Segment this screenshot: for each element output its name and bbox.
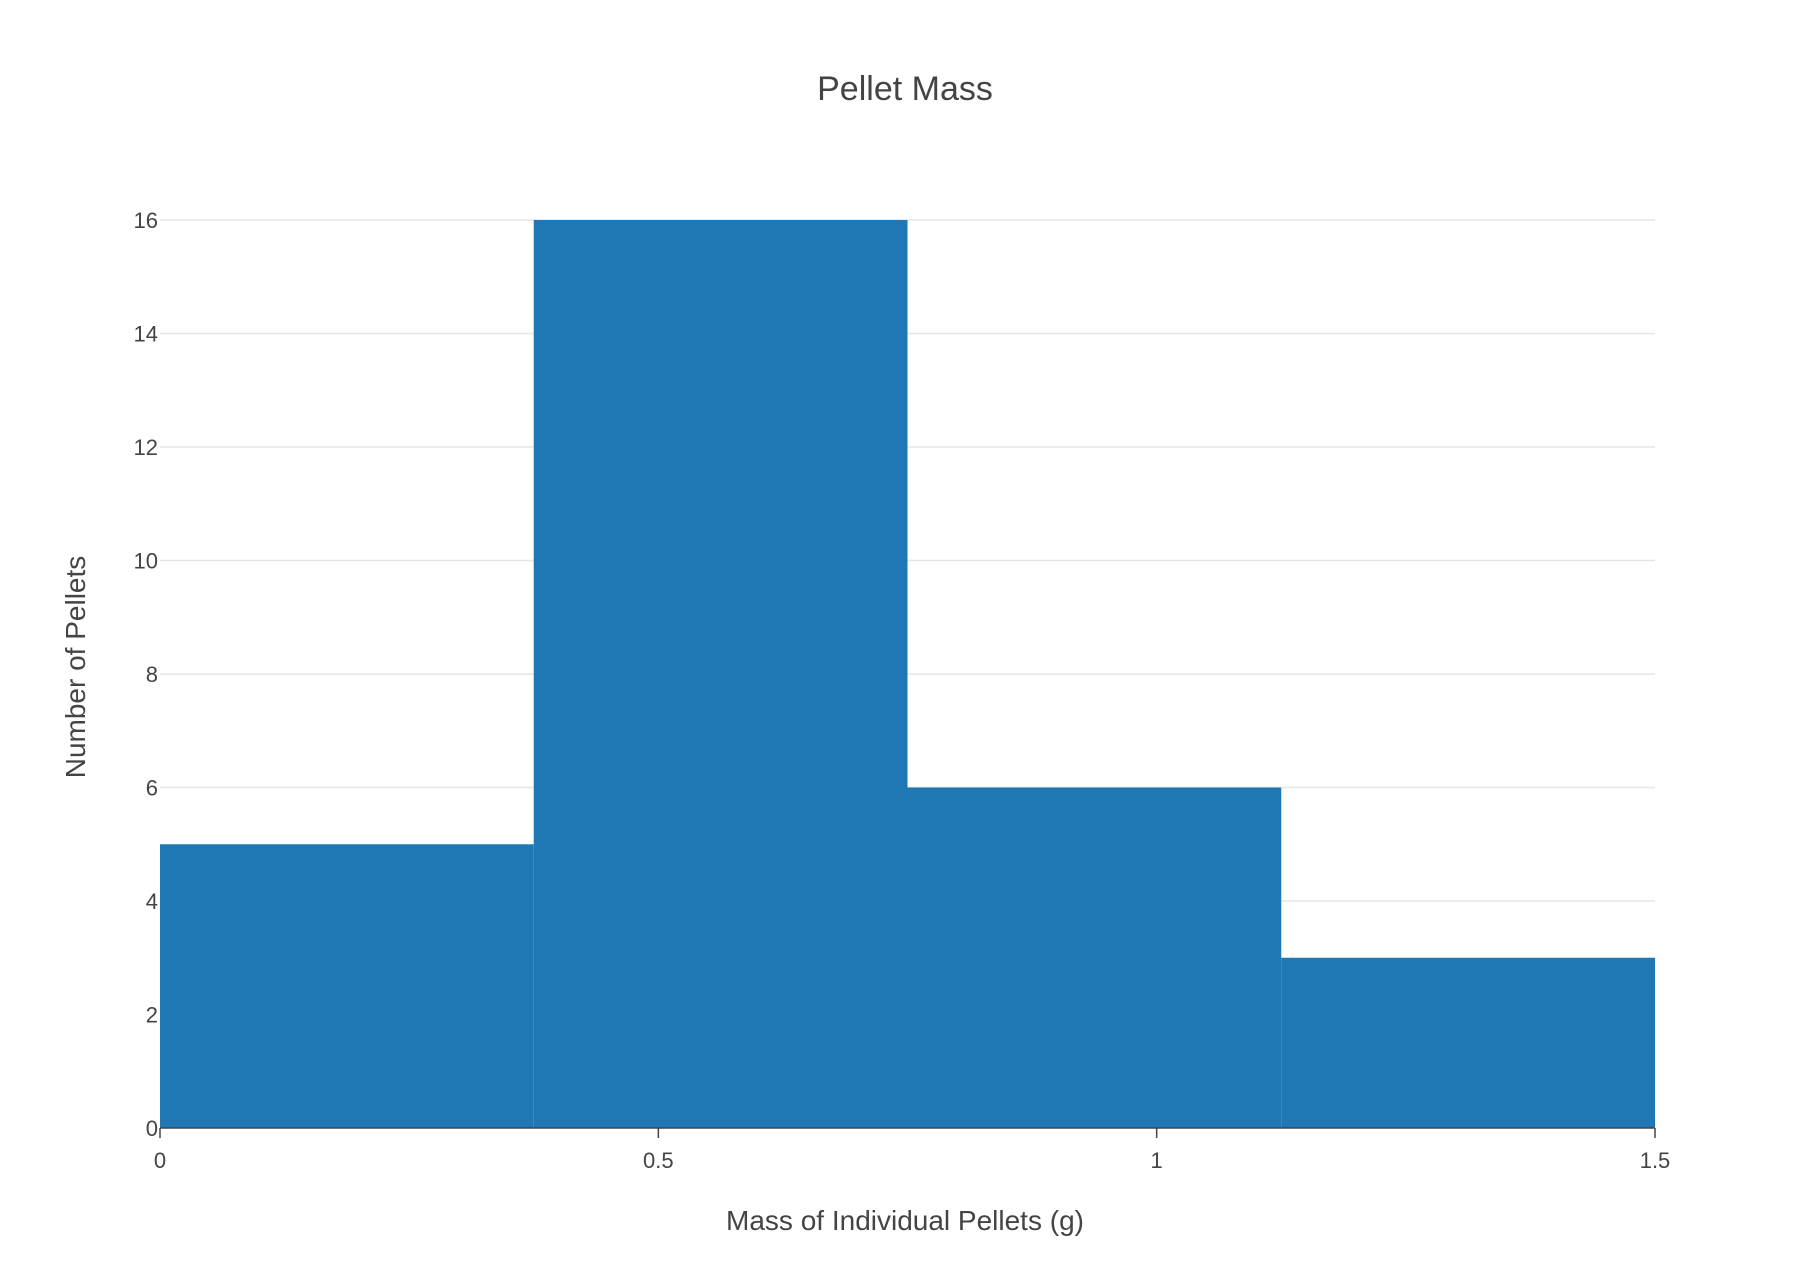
- y-tick-label: 16: [134, 208, 158, 233]
- x-tick-label: 1.5: [1640, 1148, 1671, 1173]
- x-tick-label: 0.5: [643, 1148, 674, 1173]
- histogram-bar-4: [1281, 957, 1655, 1128]
- histogram-bars: [160, 220, 1655, 1128]
- y-tick-label: 6: [146, 776, 158, 801]
- x-tick-label: 0: [154, 1148, 166, 1173]
- y-tick-label: 12: [134, 435, 158, 460]
- x-axis-title: Mass of Individual Pellets (g): [726, 1205, 1084, 1236]
- histogram-bar-3: [907, 787, 1282, 1128]
- axes: 0 0.5 1 1.5 0 2 4 6 8 10 12 14 16: [134, 208, 1671, 1173]
- histogram-bar-1: [160, 844, 534, 1128]
- y-axis-title: Number of Pellets: [60, 556, 91, 779]
- y-tick-label: 10: [134, 549, 158, 574]
- y-tick-label: 4: [146, 889, 158, 914]
- x-tick-label: 1: [1151, 1148, 1163, 1173]
- y-tick-label: 2: [146, 1003, 158, 1028]
- y-tick-label: 14: [134, 322, 158, 347]
- chart-title: Pellet Mass: [817, 70, 993, 108]
- histogram-bar-2: [533, 220, 908, 1128]
- y-tick-label: 0: [146, 1116, 158, 1141]
- y-tick-label: 8: [146, 662, 158, 687]
